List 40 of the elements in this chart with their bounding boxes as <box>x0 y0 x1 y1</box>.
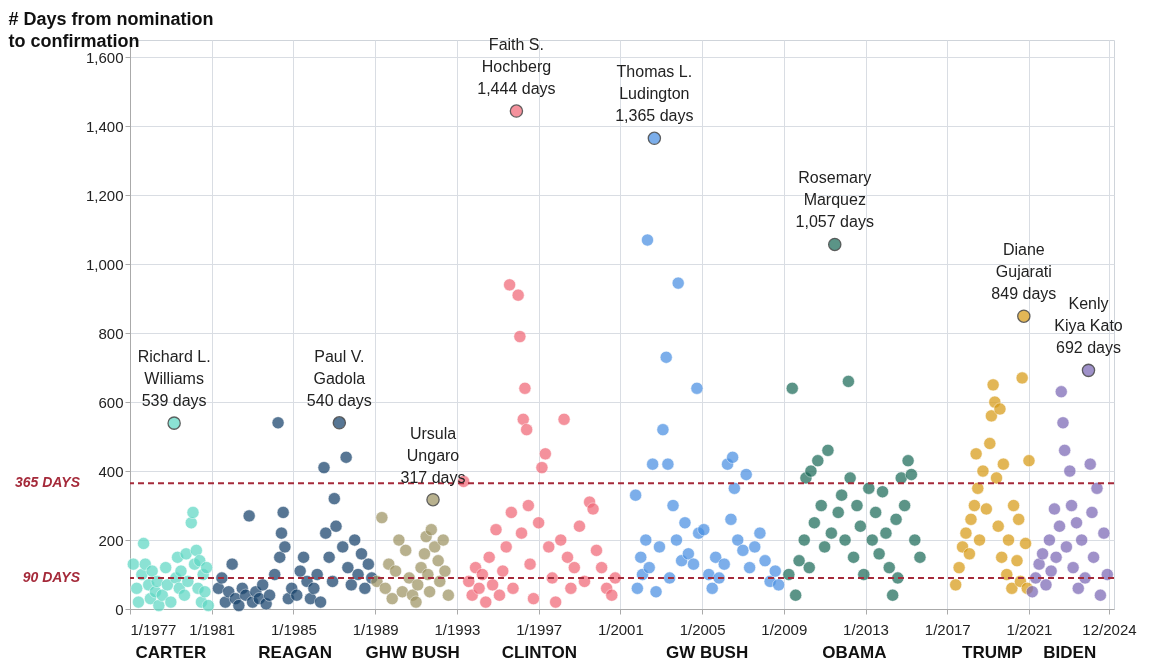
text: GW BUSH <box>666 643 749 662</box>
y-tick-label: 200 <box>98 531 124 549</box>
y-axis-title: # Days from nomination to confirmation <box>8 8 214 51</box>
y-tick-label: 400 <box>98 462 124 480</box>
text: GHW BUSH <box>365 643 460 662</box>
annotation: Ursula Ungaro 317 days <box>400 424 466 486</box>
x-tick-label: 1/1985 <box>271 620 317 638</box>
annotation: Faith S. Hochberg 1,444 days <box>477 36 556 98</box>
text: OBAMA <box>822 643 887 662</box>
text: CLINTON <box>501 643 578 662</box>
x-tick-label: 1/2021 <box>1006 620 1053 638</box>
y-tick-label: 600 <box>98 393 124 411</box>
x-tick-label: 1/2009 <box>761 620 808 638</box>
annotation: Paul V. Gadola 540 days <box>306 347 372 409</box>
annotation: Rosemary Marquez 1,057 days <box>795 169 874 231</box>
y-tick-label: 0 <box>115 600 124 618</box>
x-tick-label: 12/2024 <box>1082 620 1137 638</box>
x-tick-label: 1/2017 <box>924 620 971 638</box>
annotation: Diane Gujarati 849 days <box>991 241 1057 303</box>
x-tick-label: 1/1977 <box>130 620 177 638</box>
text: TRUMP <box>962 643 1023 662</box>
annotation: Richard L. Williams 539 days <box>137 348 211 410</box>
y-tick-label: 1,200 <box>85 186 124 204</box>
x-tick-label: 1/1997 <box>516 620 563 638</box>
series-label: CARTER <box>135 643 207 662</box>
x-tick-label: 1/1989 <box>352 620 399 638</box>
x-tick-label: 1/2005 <box>679 620 726 638</box>
x-tick-label: 1/1981 <box>189 620 236 638</box>
x-tick-label: 1/2001 <box>597 620 644 638</box>
y-tick-label: 1,400 <box>85 117 124 135</box>
ref-line-label: 365 DAYS <box>14 474 81 491</box>
y-tick-label: 800 <box>98 324 124 342</box>
annotation: Thomas L. Ludington 1,365 days <box>615 63 694 125</box>
ref-line-label: 90 DAYS <box>22 568 81 585</box>
text: BIDEN <box>1043 643 1097 662</box>
y-tick-label: 1,600 <box>85 48 124 66</box>
x-tick-label: 1/2013 <box>843 620 889 638</box>
x-tick-label: 1/1993 <box>434 620 481 638</box>
series-label: REAGAN <box>258 643 332 662</box>
y-tick-label: 1,000 <box>85 255 124 273</box>
